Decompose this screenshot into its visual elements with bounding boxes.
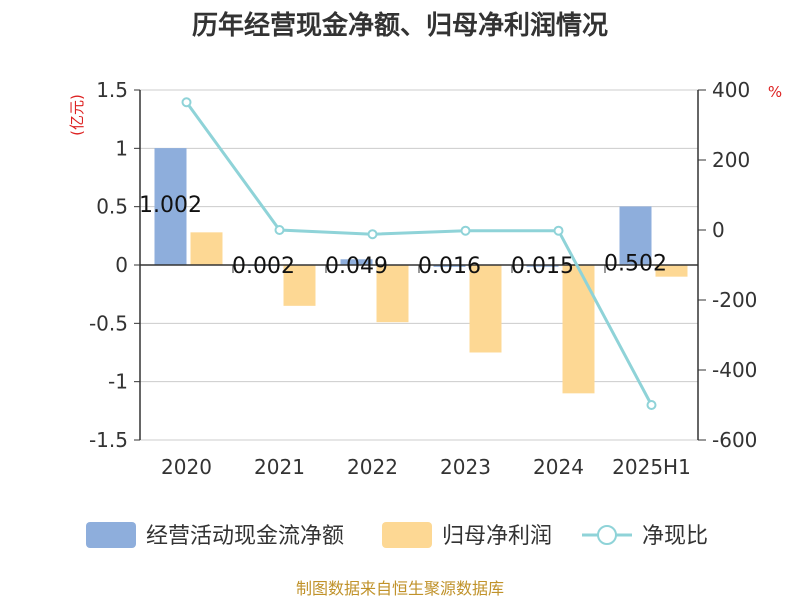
- net-profit-bar: [376, 265, 409, 323]
- legend-swatch: [382, 522, 432, 548]
- x-tick-label: 2022: [347, 455, 398, 479]
- x-tick-label: 2023: [440, 455, 491, 479]
- y-right-tick-label: 0: [712, 218, 725, 242]
- right-axis-unit: %: [768, 83, 782, 101]
- y-right-tick-label: -600: [712, 428, 757, 452]
- ratio-point: [274, 225, 285, 235]
- net-profit-bar: [562, 265, 595, 394]
- legend-label: 经营活动现金流净额: [146, 524, 344, 549]
- axes: [134, 89, 706, 441]
- legend-swatch: [86, 522, 136, 548]
- net-profit-bar: [190, 232, 223, 265]
- y-left-tick-label: 0.5: [96, 195, 128, 219]
- ratio-line: [185, 101, 653, 406]
- cash-flow-bar: [154, 148, 187, 265]
- y-left-tick-label: -1: [108, 370, 128, 394]
- data-label: 0.015: [511, 254, 574, 279]
- net-profit-bar: [655, 265, 688, 277]
- y-right-tick-label: 400: [712, 78, 750, 102]
- y-right-tick-label: -400: [712, 358, 757, 382]
- data-label: 0.016: [418, 254, 481, 279]
- net-profit-bar: [469, 265, 502, 353]
- ratio-point: [460, 225, 471, 236]
- ratio-point: [553, 225, 564, 236]
- cash-flow-bar: [433, 265, 466, 267]
- y-left-tick-label: 1: [115, 136, 128, 160]
- cash-flow-bar: [340, 259, 373, 265]
- chart-title: 历年经营现金净额、归母净利润情况: [192, 10, 608, 41]
- data-label: 0.049: [325, 254, 388, 279]
- ratio-point: [181, 97, 192, 108]
- legend: 经营活动现金流净额 归母净利润 净现比: [86, 522, 708, 549]
- data-label: 1.002: [139, 193, 202, 218]
- data-labels: 1.002 0.002 0.049 0.016 0.015 0.502: [139, 193, 667, 279]
- data-label: 0.502: [604, 251, 667, 276]
- legend-swatch-marker: [597, 525, 617, 545]
- legend-label: 净现比: [642, 524, 708, 549]
- x-tick-label: 2025H1: [612, 455, 691, 479]
- y-right-tick-label: -200: [712, 288, 757, 312]
- y-left-tick-label: -1.5: [89, 428, 128, 452]
- ratio-point: [646, 400, 657, 410]
- net-profit-bar: [283, 265, 316, 306]
- y-left-tick-label: -0.5: [89, 311, 128, 335]
- left-axis-unit: (亿元): [68, 94, 86, 136]
- source-note: 制图数据来自恒生聚源数据库: [296, 579, 504, 598]
- ratio-point: [367, 229, 378, 240]
- y-left-tick-label: 0: [115, 253, 128, 277]
- cash-flow-bar: [526, 265, 559, 267]
- x-tick-label: 2024: [533, 455, 584, 479]
- data-label: 0.002: [232, 254, 295, 279]
- cash-flow-bar: [619, 206, 652, 265]
- x-tick-label: 2021: [254, 455, 305, 479]
- bar-series: [154, 148, 688, 394]
- x-tick-label: 2020: [161, 455, 212, 479]
- legend-label: 归母净利润: [442, 524, 552, 549]
- y-right-tick-label: 200: [712, 148, 750, 172]
- tick-labels: 1.5 1 0.5 0 -0.5 -1 -1.5 400 200 0 -200 -400 -600 202…: [89, 78, 757, 479]
- y-left-tick-label: 1.5: [96, 78, 128, 102]
- line-series: [181, 97, 657, 410]
